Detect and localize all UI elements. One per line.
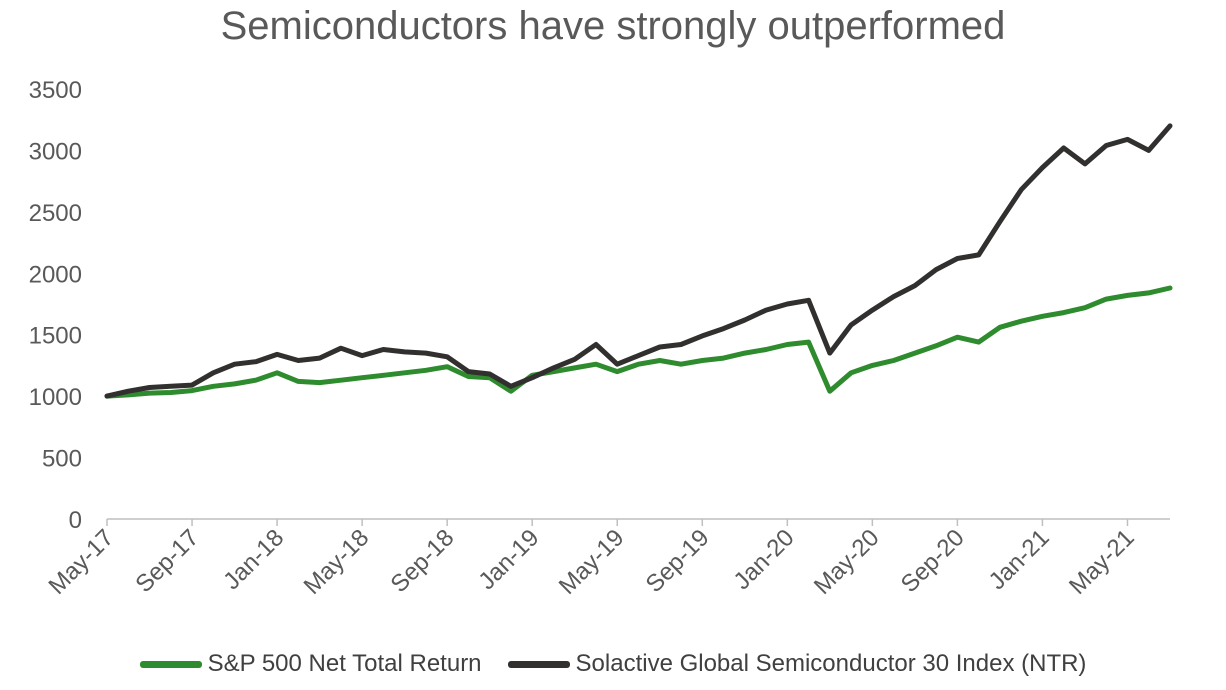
series-line-semiconductor: [104, 123, 1173, 399]
x-axis: May-17 Sep-17 Jan-18 May-18 Sep-18 Jan-19 May-…: [44, 518, 1170, 600]
x-tick-label: Sep-19: [641, 524, 715, 598]
legend-swatch-semiconductor: [507, 660, 570, 668]
y-tick-label: 1500: [29, 323, 82, 350]
x-tick-label: Sep-20: [896, 524, 970, 598]
x-tick-label: Jan-21: [984, 524, 1055, 595]
y-tick-label: 500: [42, 446, 82, 473]
x-tick-label: May-21: [1064, 524, 1140, 600]
legend: S&P 500 Net Total Return Solactive Globa…: [0, 650, 1226, 678]
x-tick-label: May-18: [299, 524, 375, 600]
x-tick-label: Sep-18: [386, 524, 460, 598]
chart-title: Semiconductors have strongly outperforme…: [220, 4, 1006, 48]
series-lines: [104, 123, 1173, 399]
legend-item-sp500: S&P 500 Net Total Return: [139, 650, 482, 678]
legend-swatch-sp500: [139, 660, 202, 668]
y-axis: 0 500 1000 1500 2000 2500 3000 3500: [29, 77, 82, 534]
legend-label-sp500: S&P 500 Net Total Return: [207, 650, 482, 677]
y-tick-label: 0: [69, 507, 82, 534]
y-tick-label: 2500: [29, 200, 82, 227]
x-tick-label: May-20: [809, 524, 885, 600]
x-tick-label: Jan-20: [729, 524, 800, 595]
x-tick-label: Sep-17: [130, 524, 204, 598]
y-tick-label: 2000: [29, 261, 82, 288]
y-tick-label: 3000: [29, 138, 82, 165]
x-tick-label: May-19: [554, 524, 630, 600]
x-tick-label: May-17: [44, 524, 120, 600]
y-tick-label: 1000: [29, 384, 82, 411]
legend-label-semiconductor: Solactive Global Semiconductor 30 Index …: [575, 650, 1087, 677]
series-line-sp500: [104, 285, 1173, 399]
y-tick-label: 3500: [29, 77, 82, 104]
legend-item-semiconductor: Solactive Global Semiconductor 30 Index …: [507, 650, 1087, 678]
x-tick-label: Jan-19: [473, 524, 544, 595]
x-tick-label: Jan-18: [218, 524, 289, 595]
